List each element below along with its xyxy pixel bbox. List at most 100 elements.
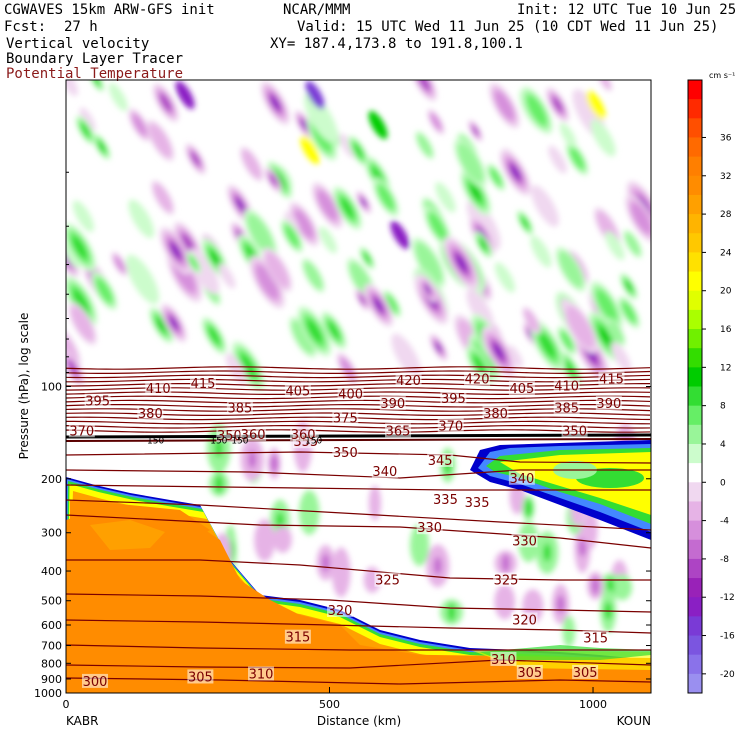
tracer-lower-core [66, 510, 651, 693]
start-station-label: KABR [66, 714, 98, 728]
end-station-label: KOUN [617, 714, 651, 728]
colorbar-segment [688, 405, 702, 426]
colorbar-tick-label: -12 [720, 593, 735, 603]
updraft-cell [157, 320, 165, 331]
colorbar-segment [688, 214, 702, 234]
updraft-cell [128, 199, 155, 239]
midlevel-cell-core [556, 595, 565, 614]
theta-label-bg [464, 495, 491, 510]
tropopause-line [66, 438, 651, 442]
updraft-cell [490, 168, 502, 186]
downdraft-cell [132, 114, 147, 136]
theta-label: 305 [517, 666, 542, 681]
y-tick-label: 600 [41, 619, 62, 632]
theta-label-bg [561, 423, 588, 438]
updraft-cell [608, 320, 624, 344]
theta-label: 315 [583, 632, 608, 647]
theta-label-bg [137, 406, 164, 421]
downdraft-cell [190, 151, 201, 167]
theta-label: 330 [512, 534, 537, 549]
midlevel-cell [410, 524, 430, 567]
colorbar-segment [688, 80, 702, 100]
updraft-cell [108, 82, 128, 112]
theta-label-bg [81, 673, 108, 688]
colorbar-segment [688, 329, 702, 349]
tropopause-label: 150 [231, 436, 248, 446]
theta-label: 305 [188, 670, 213, 685]
field-vertical-velocity: Vertical velocity [6, 36, 150, 52]
updraft-cell [480, 240, 486, 249]
midlevel-cell [494, 584, 516, 620]
colorbar-segment [688, 520, 702, 541]
midlevel-cell-core [321, 553, 330, 572]
midlevel-cell [562, 615, 576, 648]
downdraft-cell [149, 123, 172, 158]
downdraft-cell [523, 309, 540, 332]
theta-label: 385 [228, 402, 253, 417]
colorbar-tick-label: -4 [720, 517, 729, 527]
midlevel-cell-core [524, 499, 533, 518]
theta-label: 395 [85, 395, 110, 410]
theta-label-bg [145, 381, 172, 396]
downdraft-cell [361, 198, 366, 206]
colorbar-segment [688, 616, 702, 637]
updraft-cell [416, 133, 433, 157]
colorbar-tick-label: 32 [720, 172, 731, 182]
colorbar-frame [687, 79, 703, 694]
updraft-cell [494, 262, 515, 293]
updraft-cell [319, 226, 337, 254]
colorbar-segment [688, 654, 702, 675]
x-tick-label: 1000 [579, 698, 607, 711]
colorbar-segment [688, 539, 702, 560]
downdraft-cell [284, 211, 301, 236]
theta-label: 380 [483, 407, 508, 422]
theta-line-stratosphere [66, 399, 651, 404]
downdraft-cell [611, 342, 631, 372]
strong-cell [175, 80, 195, 110]
downdraft-cell [494, 90, 515, 121]
y-tick-label: 300 [41, 527, 62, 540]
theta-label: 370 [438, 419, 463, 434]
tropopause-label: 150 [305, 436, 322, 446]
colorbar-tick-label: 8 [720, 402, 726, 412]
colorbar-segment [688, 118, 702, 138]
theta-label-bg [327, 602, 354, 617]
forecast-hour: 27 h [64, 19, 98, 35]
downdraft-cell [171, 244, 181, 258]
updraft-cell [560, 331, 574, 350]
downdraft-cell [79, 107, 96, 132]
theta-line-troposphere [66, 514, 651, 549]
theta-line-stratosphere [66, 424, 651, 429]
theta-line-stratosphere [66, 366, 651, 370]
theta-label: 400 [338, 387, 363, 402]
y-tick-label: 800 [41, 657, 62, 670]
colorbar-segment [688, 482, 702, 502]
midlevel-cell [368, 485, 381, 521]
theta-label: 380 [138, 407, 163, 422]
midlevel-cell [273, 526, 292, 553]
theta-label: 330 [417, 521, 442, 536]
downdraft-cell [269, 174, 278, 186]
theta-label-bg [490, 651, 517, 666]
theta-label: 390 [596, 397, 621, 412]
colorbar-segment [688, 252, 702, 273]
updraft-cell [125, 254, 160, 305]
updraft-cell [353, 143, 364, 159]
updraft-cell [569, 147, 585, 170]
updraft-cell [624, 232, 641, 256]
cross-section-xy: XY= 187.4,173.8 to 191.8,100.1 [270, 36, 523, 52]
theta-label: 410 [554, 380, 579, 395]
theta-label: 340 [509, 472, 534, 487]
downdraft-cell [430, 113, 442, 131]
updraft-cell [284, 225, 300, 247]
updraft-cell [435, 182, 456, 213]
colorbar-tick-label: -20 [720, 670, 735, 680]
x-axis-title: Distance (km) [317, 714, 401, 728]
tropopause-line [66, 433, 651, 439]
updraft-cell [306, 319, 323, 343]
theta-label-bg [248, 666, 274, 681]
strong-cell [586, 90, 606, 120]
colorbar-segment [688, 233, 702, 253]
colorbar-tick-label: 4 [720, 440, 726, 450]
theta-label-bg [598, 371, 625, 386]
